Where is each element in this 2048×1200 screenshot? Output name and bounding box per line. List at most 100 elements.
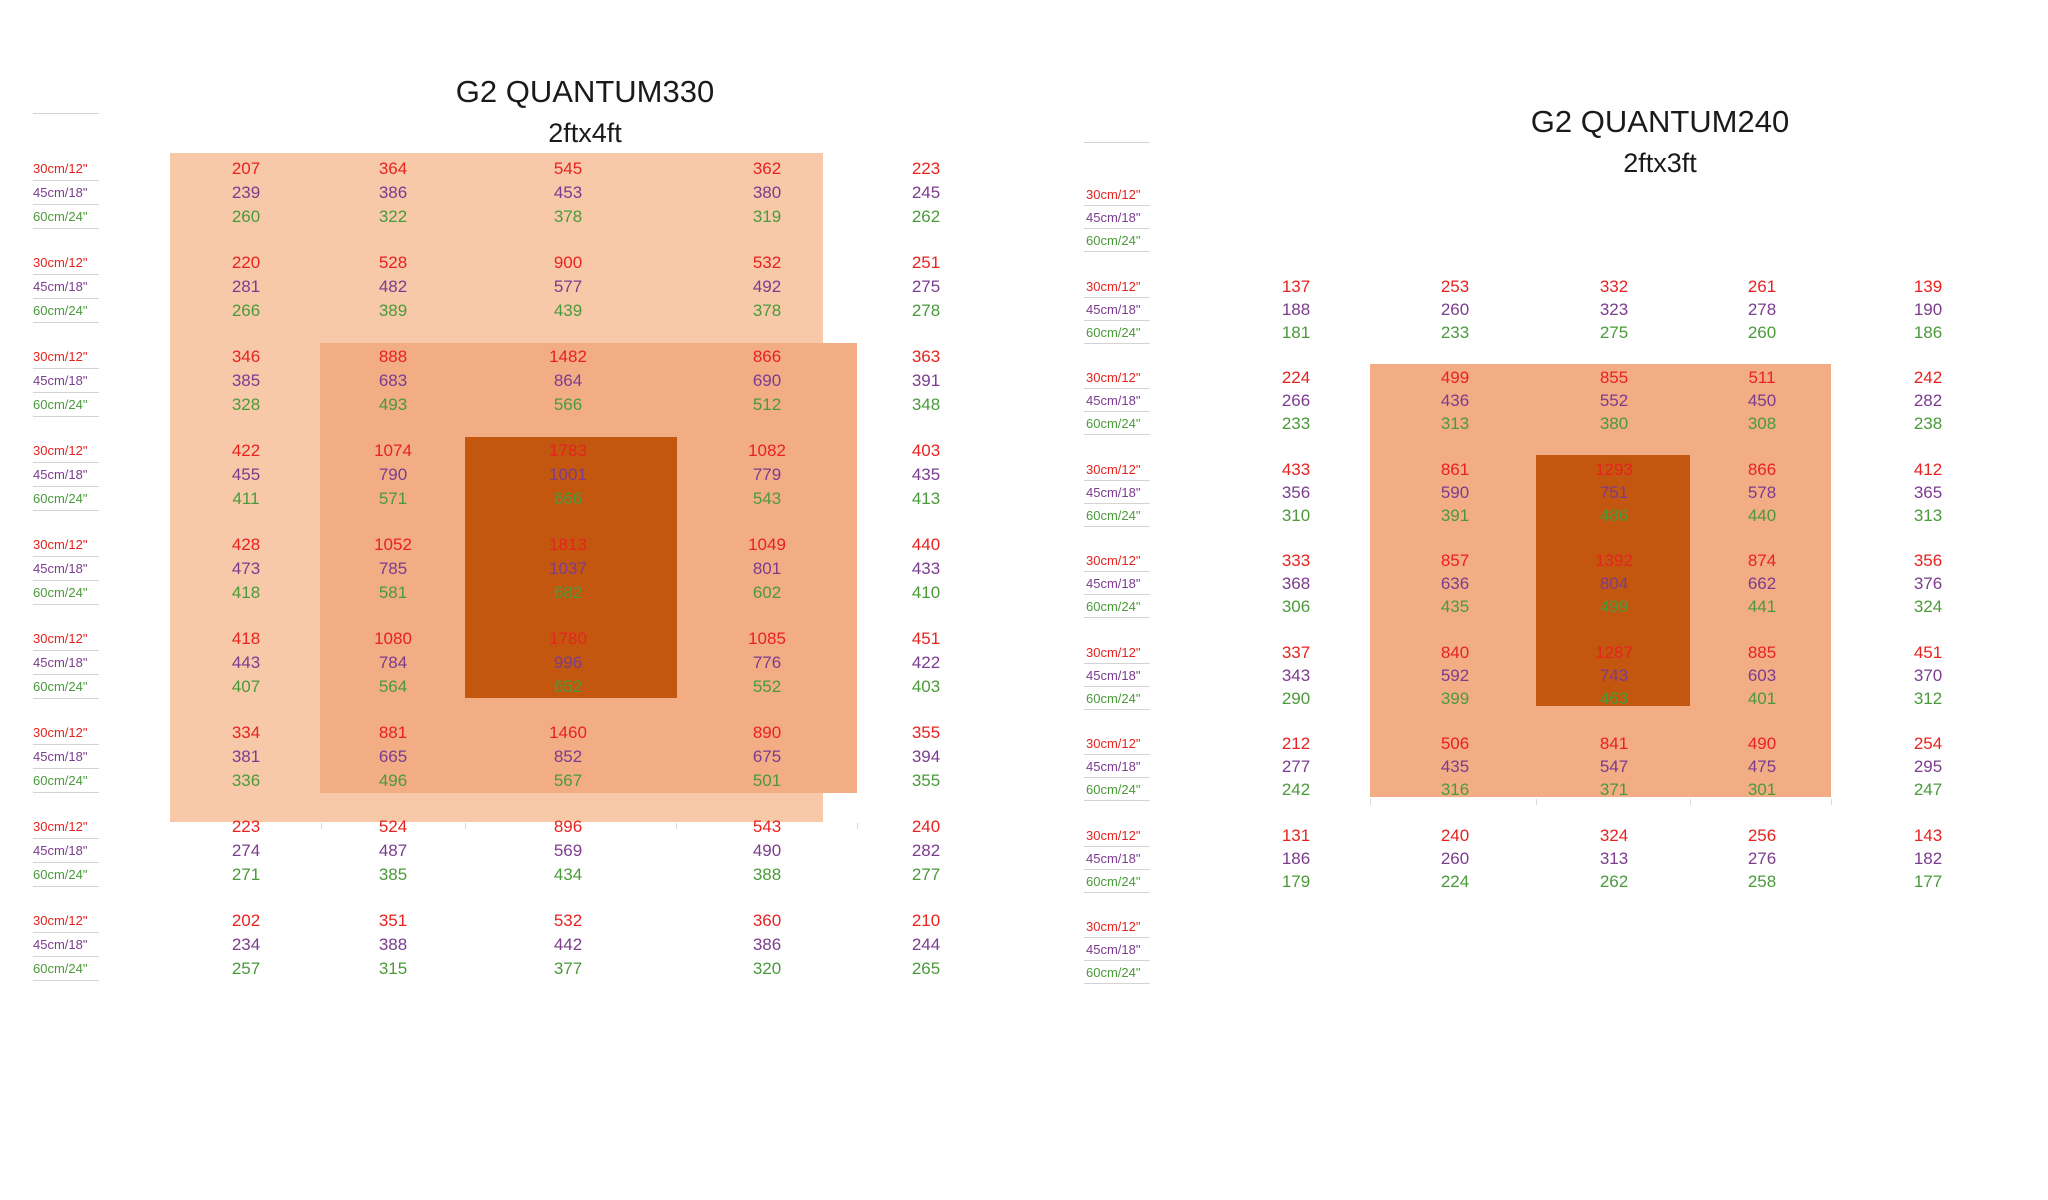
ppfd-value: 301 xyxy=(1747,780,1777,799)
ppfd-value: 451 xyxy=(911,629,941,648)
label-divider xyxy=(33,862,99,863)
ppfd-value: 370 xyxy=(1913,665,1943,685)
height-label: 45cm/18" xyxy=(1086,301,1141,317)
ppfd-value: 346 xyxy=(231,347,261,366)
ppfd-value: 441 xyxy=(1747,597,1777,616)
ppfd-value: 224 xyxy=(1440,871,1470,891)
label-divider xyxy=(1084,525,1150,527)
label-divider xyxy=(1084,708,1150,710)
ppfd-value: 179 xyxy=(1281,871,1311,891)
label-divider xyxy=(1084,845,1150,847)
ppfd-value: 528 xyxy=(378,253,408,272)
ppfd-value: 351 xyxy=(378,911,408,930)
height-label: 45cm/18" xyxy=(33,749,88,764)
ppfd-value: 277 xyxy=(911,865,941,884)
height-label: 30cm/12" xyxy=(33,349,88,364)
label-divider xyxy=(33,113,99,114)
height-label: 45cm/18" xyxy=(33,373,88,388)
label-divider xyxy=(1084,777,1150,778)
ppfd-value: 665 xyxy=(378,747,408,766)
ppfd-value: 577 xyxy=(553,277,583,296)
ppfd-value: 332 xyxy=(1599,276,1629,296)
ppfd-value: 450 xyxy=(1747,391,1777,410)
ppfd-value: 380 xyxy=(1599,414,1629,433)
ppfd-value: 776 xyxy=(752,653,782,672)
ppfd-value: 499 xyxy=(1599,597,1629,616)
ppfd-value: 137 xyxy=(1281,276,1311,296)
label-divider xyxy=(33,228,99,229)
ppfd-value: 1049 xyxy=(748,535,786,554)
label-divider xyxy=(33,486,99,487)
ppfd-value: 1780 xyxy=(549,629,587,648)
ppfd-value: 391 xyxy=(1440,505,1470,525)
ppfd-value: 360 xyxy=(752,911,782,930)
ppfd-value: 890 xyxy=(752,723,782,742)
ppfd-value: 1813 xyxy=(549,535,587,554)
ppfd-value: 386 xyxy=(752,935,782,954)
ppfd-value: 801 xyxy=(752,559,782,578)
label-divider xyxy=(33,768,99,769)
ppfd-value: 496 xyxy=(378,771,408,790)
ppfd-value: 864 xyxy=(553,371,583,390)
ppfd-value: 328 xyxy=(231,395,261,414)
height-label: 30cm/12" xyxy=(1086,644,1141,660)
height-label: 30cm/12" xyxy=(1086,919,1141,934)
height-label: 30cm/12" xyxy=(1086,461,1141,477)
label-divider xyxy=(1084,502,1150,504)
ppfd-value: 545 xyxy=(553,159,583,178)
ppfd-value: 316 xyxy=(1440,780,1470,799)
label-divider xyxy=(33,956,99,957)
ppfd-value: 403 xyxy=(911,441,941,460)
ppfd-value: 312 xyxy=(1913,688,1943,708)
ppfd-value: 492 xyxy=(752,277,782,296)
ppfd-value: 278 xyxy=(1747,299,1777,319)
ppfd-value: 493 xyxy=(378,395,408,414)
label-divider xyxy=(1084,617,1150,618)
ppfd-value: 271 xyxy=(231,865,261,884)
ppfd-value: 511 xyxy=(1748,368,1776,387)
ppfd-value: 490 xyxy=(752,841,782,860)
height-label: 60cm/24" xyxy=(1086,233,1141,248)
height-label: 30cm/12" xyxy=(33,913,88,928)
label-divider xyxy=(33,556,99,557)
height-label: 30cm/12" xyxy=(1086,370,1141,385)
ppfd-value: 779 xyxy=(752,465,782,484)
ppfd-value: 355 xyxy=(911,723,941,742)
ppfd-value: 683 xyxy=(378,371,408,390)
ppfd-value: 473 xyxy=(231,559,261,578)
label-divider xyxy=(1084,594,1150,595)
ppfd-value: 224 xyxy=(1281,368,1311,387)
ppfd-value: 275 xyxy=(1599,322,1629,342)
ppfd-value: 239 xyxy=(231,183,261,202)
ppfd-value: 368 xyxy=(1281,574,1311,593)
ppfd-value: 240 xyxy=(911,817,941,836)
ppfd-value: 337 xyxy=(1281,642,1311,662)
ppfd-value: 234 xyxy=(231,935,261,954)
height-label: 60cm/24" xyxy=(33,585,88,600)
ppfd-value: 322 xyxy=(378,207,408,226)
label-divider xyxy=(33,980,99,981)
ppfd-value: 1074 xyxy=(374,441,412,460)
ppfd-value: 435 xyxy=(911,465,941,484)
label-divider xyxy=(1084,142,1150,143)
ppfd-value: 428 xyxy=(231,535,261,554)
height-label: 60cm/24" xyxy=(1086,599,1141,614)
ppfd-value: 410 xyxy=(911,583,941,602)
ppfd-value: 343 xyxy=(1281,665,1311,685)
ppfd-value: 212 xyxy=(1281,734,1311,753)
ppfd-value: 881 xyxy=(378,723,408,742)
ppfd-value: 315 xyxy=(378,959,408,978)
height-label: 60cm/24" xyxy=(33,867,88,882)
ppfd-value: 254 xyxy=(1913,734,1943,753)
ppfd-value: 433 xyxy=(911,559,941,578)
ppfd-value: 1001 xyxy=(549,465,587,484)
label-divider xyxy=(1084,891,1150,893)
ppfd-value: 804 xyxy=(1599,574,1629,593)
height-label: 30cm/12" xyxy=(33,161,88,176)
ppfd-value: 388 xyxy=(752,865,782,884)
height-label: 30cm/12" xyxy=(1086,736,1141,751)
ppfd-value: 861 xyxy=(1440,459,1470,479)
label-divider xyxy=(33,744,99,745)
ppfd-value: 251 xyxy=(911,253,941,272)
ppfd-value: 453 xyxy=(553,183,583,202)
